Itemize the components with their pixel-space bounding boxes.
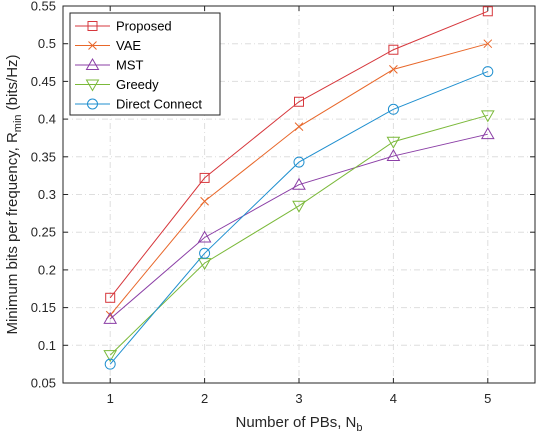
legend-label: VAE [116, 38, 141, 53]
data-point [199, 172, 210, 183]
legend-marker [88, 41, 97, 50]
data-point [482, 6, 493, 17]
series-line [109, 133, 488, 320]
data-point [483, 39, 493, 49]
data-point [294, 96, 304, 107]
data-point [386, 136, 401, 149]
data-point [389, 64, 398, 74]
y-tick-label: 0.55 [31, 0, 56, 14]
data-point [103, 350, 118, 363]
data-point [292, 177, 306, 190]
data-point [480, 110, 495, 123]
data-point [105, 292, 116, 303]
series-lines [103, 6, 495, 370]
series-line [109, 71, 488, 365]
series-mst [103, 127, 495, 324]
legend-label: Proposed [116, 19, 172, 34]
legend-item: VAE [75, 38, 141, 53]
x-tick-label: 4 [390, 391, 397, 406]
legend-marker [85, 79, 100, 92]
y-tick-label: 0.45 [31, 74, 56, 89]
series-proposed [105, 6, 493, 303]
y-tick-label: 0.3 [38, 187, 56, 202]
data-point [482, 66, 494, 78]
legend-label: MST [116, 58, 144, 73]
data-point [388, 44, 399, 55]
data-point [104, 358, 116, 370]
x-tick-label: 1 [107, 391, 114, 406]
x-tick-label: 2 [201, 391, 208, 406]
legend: Proposed VAE MST Greedy Direct Connect [69, 12, 221, 116]
series-line [109, 10, 488, 299]
y-tick-label: 0.15 [31, 300, 56, 315]
data-point [200, 196, 209, 206]
legend-item: Direct Connect [75, 97, 202, 112]
series-direct-connect [104, 66, 494, 370]
legend-label: Greedy [116, 77, 159, 92]
y-tick-label: 0.5 [38, 36, 56, 51]
series-vae [105, 39, 493, 320]
series-line [109, 114, 488, 356]
legend-marker [85, 57, 100, 70]
legend-label: Direct Connect [116, 97, 202, 112]
y-tick-label: 0.1 [38, 338, 56, 353]
y-tick-label: 0.4 [38, 112, 56, 127]
data-point [292, 200, 306, 213]
y-tick-label: 0.2 [38, 262, 56, 277]
x-axis-title: Number of PBs, Nb [236, 414, 363, 434]
data-point [386, 149, 401, 162]
data-point [197, 230, 212, 243]
series-greedy [103, 110, 495, 363]
x-tick-label: 3 [295, 391, 302, 406]
legend-marker [87, 21, 98, 31]
data-point [294, 122, 304, 131]
data-point [387, 103, 399, 115]
y-tick-label: 0.35 [31, 149, 56, 164]
data-point [293, 156, 305, 168]
legend-item: Greedy [75, 77, 159, 92]
legend-marker [87, 98, 98, 110]
data-point [103, 311, 118, 324]
legend-item: MST [75, 58, 144, 73]
data-point [199, 247, 211, 259]
x-tick-label: 5 [484, 391, 491, 406]
y-tick-label: 0.25 [31, 225, 56, 240]
data-point [480, 127, 495, 140]
y-tick-label: 0.05 [31, 376, 56, 391]
legend-item: Proposed [75, 19, 172, 34]
y-axis-title: Minimum bits per frequency, Rmin (bits/H… [4, 54, 24, 334]
axis-ticks: 1 2 3 4 5 0.05 0.1 0.15 0.2 0.25 0.3 0.35 0.4 0.45 0.5… [31, 0, 535, 406]
